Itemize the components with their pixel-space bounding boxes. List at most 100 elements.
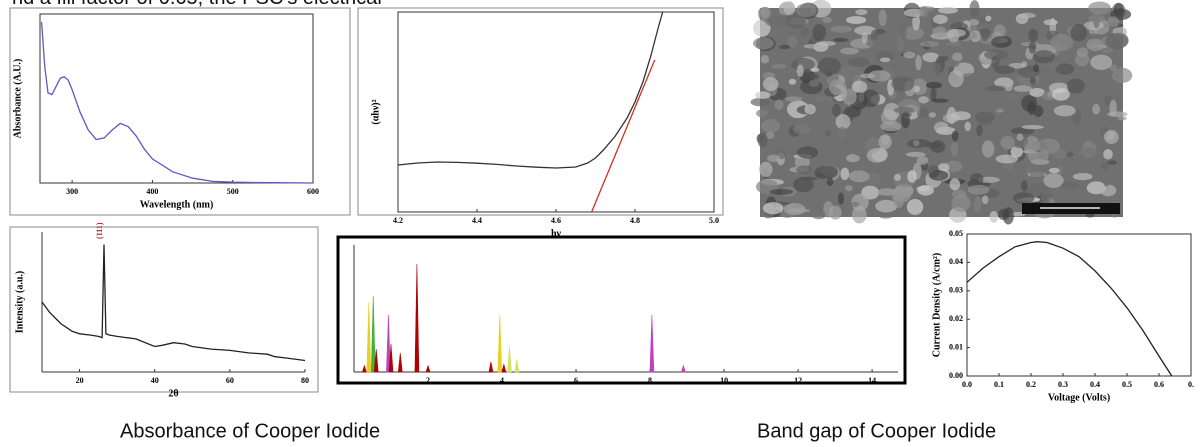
sem-grain bbox=[915, 54, 922, 71]
sem-grain bbox=[760, 54, 769, 64]
sem-grain bbox=[847, 57, 870, 68]
sem-grain bbox=[861, 31, 868, 45]
header-text: nd a fill factor of 0.65, the PSC’s elec… bbox=[12, 0, 382, 9]
sem-grain bbox=[809, 67, 820, 72]
sem-grain bbox=[994, 65, 1015, 75]
sem-grain bbox=[897, 35, 904, 52]
x-tick-label: 5.0 bbox=[709, 216, 719, 225]
x-tick-label: 4.4 bbox=[472, 216, 482, 225]
x-tick-label: 10 bbox=[720, 376, 728, 385]
sem-grain bbox=[809, 73, 820, 80]
sem-grain bbox=[1117, 116, 1127, 121]
sem-grain bbox=[933, 121, 949, 134]
sem-grain bbox=[989, 119, 1009, 137]
sem-grain bbox=[787, 36, 798, 48]
data-line bbox=[966, 241, 1173, 377]
sem-grain bbox=[870, 29, 878, 40]
sem-grain bbox=[1109, 64, 1117, 71]
sem-grain bbox=[1032, 64, 1040, 73]
sem-grain bbox=[918, 96, 929, 104]
sem-grain bbox=[949, 178, 961, 191]
sem-grain bbox=[866, 148, 888, 163]
sem-grain bbox=[959, 73, 982, 86]
sem-grain bbox=[967, 184, 990, 195]
sem-grain bbox=[993, 24, 1006, 39]
x-axis-label: Voltage (Volts) bbox=[1048, 392, 1110, 403]
sem-grain bbox=[893, 106, 914, 114]
sem-grain bbox=[830, 25, 852, 33]
sem-grain bbox=[913, 139, 920, 147]
sem-grain bbox=[839, 64, 862, 82]
sem-grain bbox=[950, 142, 959, 157]
sem-grain bbox=[995, 154, 1018, 164]
sem-grain bbox=[1053, 105, 1076, 117]
panel-frame bbox=[357, 7, 724, 216]
spectrum-peak bbox=[425, 364, 431, 373]
sem-grain bbox=[941, 55, 949, 62]
sem-grain bbox=[916, 156, 929, 165]
sem-grain bbox=[878, 9, 887, 27]
x-axis-label: 2θ bbox=[168, 388, 178, 399]
y-tick-label: 0.02 bbox=[949, 314, 963, 323]
sem-grain bbox=[948, 29, 960, 43]
sem-grain bbox=[933, 62, 941, 77]
sem-grain bbox=[815, 96, 826, 102]
sem-grain bbox=[852, 205, 867, 224]
sem-grain bbox=[930, 140, 946, 153]
sem-grain bbox=[969, 0, 980, 18]
sem-grain bbox=[970, 173, 984, 186]
y-tick-label: 0.01 bbox=[949, 342, 963, 351]
sem-grain bbox=[841, 88, 857, 105]
sem-grain bbox=[932, 26, 947, 38]
sem-grain bbox=[829, 205, 842, 220]
x-tick-label: 8 bbox=[648, 376, 652, 385]
sem-grain bbox=[937, 6, 959, 14]
sem-grain bbox=[826, 177, 834, 186]
sem-grain bbox=[1076, 47, 1089, 58]
sem-grain bbox=[975, 111, 996, 123]
sem-grain bbox=[796, 64, 804, 78]
sem-grain bbox=[771, 63, 787, 69]
sem-grain bbox=[800, 27, 810, 38]
data-line bbox=[397, 11, 664, 169]
spectrum-peak bbox=[370, 295, 376, 373]
sem-grain bbox=[846, 16, 867, 25]
sem-grain bbox=[1101, 161, 1109, 171]
sem-grain bbox=[1002, 207, 1014, 225]
sem-grain bbox=[1012, 192, 1035, 204]
sem-grain bbox=[1016, 133, 1024, 141]
sem-grain bbox=[1087, 14, 1106, 23]
sem-grain bbox=[1072, 172, 1093, 181]
sem-grain bbox=[981, 195, 989, 205]
spectrum-peak bbox=[361, 364, 367, 373]
sem-grain bbox=[981, 140, 995, 158]
x-tick-label: 600 bbox=[307, 187, 319, 196]
sem-image bbox=[750, 0, 1133, 225]
sem-grain bbox=[1050, 33, 1073, 52]
sem-grain bbox=[791, 57, 815, 71]
spectrum-peak bbox=[388, 344, 394, 373]
sem-grain bbox=[785, 96, 803, 102]
sem-grain bbox=[754, 91, 771, 99]
spectrum-peak bbox=[373, 349, 379, 373]
sem-grain bbox=[973, 196, 982, 213]
sem-grain bbox=[1086, 33, 1101, 40]
spectrum-peak bbox=[488, 361, 494, 373]
sem-grain bbox=[981, 34, 989, 42]
sem-grain bbox=[932, 98, 949, 103]
sem-grain bbox=[1029, 76, 1037, 85]
panel-frame bbox=[336, 235, 907, 385]
sem-grain bbox=[822, 164, 839, 179]
x-tick-label: 500 bbox=[227, 187, 239, 196]
sem-grain bbox=[1066, 78, 1085, 94]
sem-grain bbox=[976, 124, 983, 137]
y-axis-label: Current Density (A/cm²) bbox=[931, 253, 942, 357]
sem-grain bbox=[1065, 152, 1074, 157]
y-tick-label: 0.00 bbox=[949, 371, 963, 380]
sem-grain bbox=[951, 130, 959, 142]
sem-grain bbox=[1088, 1, 1111, 15]
x-tick-label: 400 bbox=[146, 187, 158, 196]
x-tick-label: 2 bbox=[426, 376, 430, 385]
sem-grain bbox=[835, 114, 851, 130]
sem-grain bbox=[769, 188, 794, 195]
